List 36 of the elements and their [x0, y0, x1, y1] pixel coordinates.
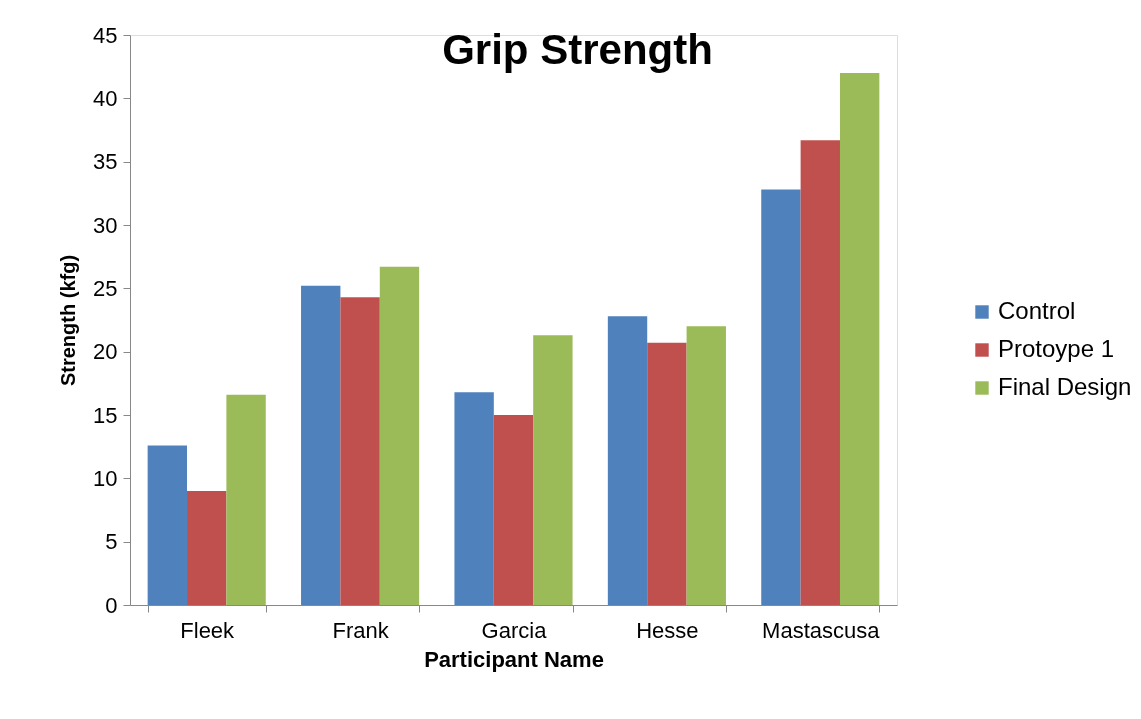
bar	[686, 326, 726, 605]
y-tick-label: 0	[105, 592, 118, 618]
legend-label: Control	[998, 297, 1076, 324]
x-tick-label: Garcia	[481, 617, 548, 643]
chart-title: Grip Strength	[442, 26, 713, 73]
bar	[147, 445, 188, 605]
bar	[454, 392, 494, 605]
y-tick-label: 25	[93, 275, 118, 301]
bar	[647, 342, 687, 605]
y-tick-label: 40	[93, 85, 118, 111]
y-tick-label: 20	[93, 339, 118, 365]
y-tick-label: 30	[93, 212, 118, 238]
legend-label: Protoype 1	[998, 335, 1115, 362]
bar	[379, 266, 420, 605]
y-tick-label: 35	[93, 149, 118, 175]
bar	[533, 335, 573, 605]
bar	[493, 415, 534, 605]
x-tick-label: Mastascusa	[762, 617, 881, 643]
bar	[607, 316, 648, 605]
y-tick-label: 5	[105, 529, 118, 555]
y-tick-label: 10	[93, 465, 118, 491]
bar	[301, 285, 341, 605]
x-axis-title: Participant Name	[424, 646, 604, 672]
x-tick-label: Frank	[332, 617, 390, 643]
bar	[340, 297, 380, 605]
x-tick-label: Fleek	[180, 617, 236, 643]
legend-label: Final Design	[998, 373, 1132, 400]
y-axis-title: Strength (kfg)	[57, 254, 80, 387]
x-tick-label: Hesse	[636, 617, 699, 643]
y-tick-label: 45	[93, 22, 118, 48]
bar	[226, 394, 266, 605]
bar	[800, 140, 840, 605]
bar	[761, 189, 801, 605]
y-tick-label: 15	[93, 402, 118, 428]
bar	[839, 73, 880, 605]
bar	[187, 491, 227, 605]
